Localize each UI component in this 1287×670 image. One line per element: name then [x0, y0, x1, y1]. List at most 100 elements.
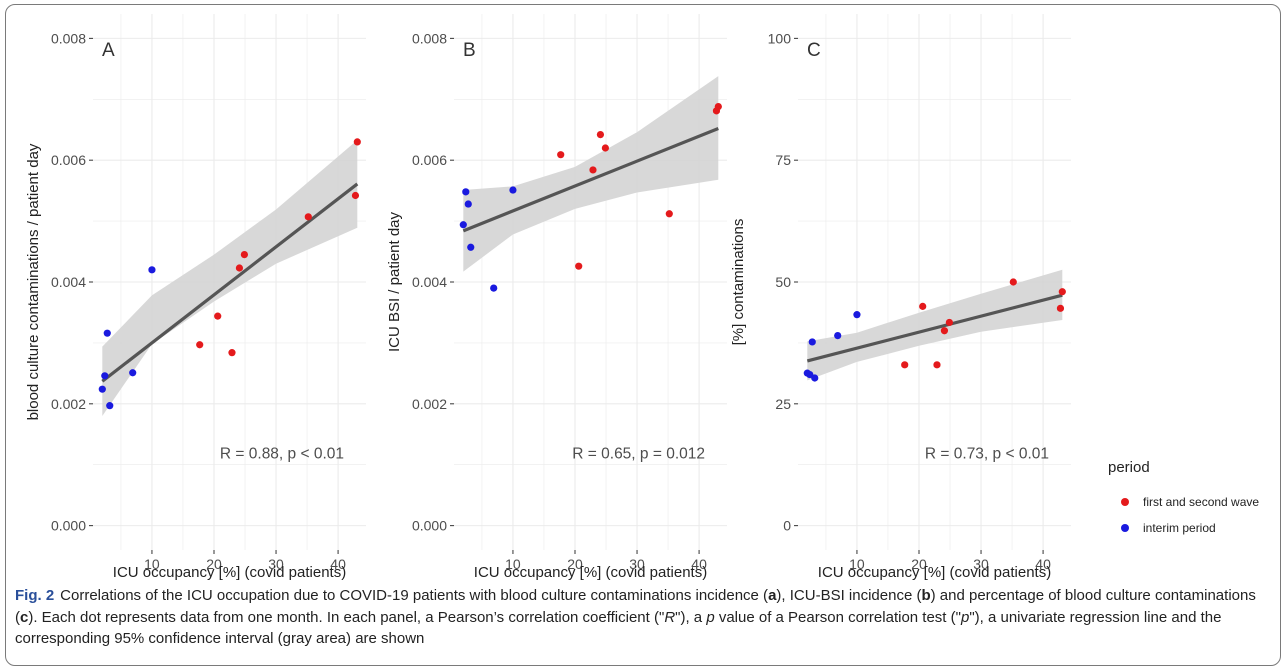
panel-c: C R = 0.73, p < 0.01 0 25 50 75 100 10 20 30 40ICU… — [730, 14, 1071, 581]
data-point-first-and-second-wave — [575, 262, 583, 270]
data-point-first-and-second-wave — [1009, 278, 1017, 286]
x-tick-label: 30 — [973, 556, 989, 572]
y-tick-label: 0.004 — [51, 274, 86, 290]
y-tick-label: 0.006 — [412, 152, 447, 168]
caption-run: ) and percentage of blood culture contam… — [15, 587, 1256, 626]
data-point-first-and-second-wave — [901, 361, 909, 369]
data-point-first-and-second-wave — [596, 131, 605, 139]
y-tick-label: 0.008 — [51, 30, 86, 46]
data-point-first-and-second-wave — [1056, 304, 1065, 312]
y-tick-label: 75 — [775, 152, 791, 168]
panel-b: B R = 0.65, p = 0.012 0.000 0.002 0.004 0.006… — [386, 14, 727, 581]
y-tick-label: 0 — [783, 518, 791, 534]
data-point-interim-period — [490, 284, 498, 292]
data-point-first-and-second-wave — [1058, 288, 1066, 296]
y-axis-label: blood culture contaminations / patient d… — [25, 143, 42, 420]
data-point-interim-period — [462, 188, 470, 196]
data-point-interim-period — [101, 372, 109, 380]
panel-letter: B — [463, 40, 476, 61]
y-axis-label: ICU BSI / patient day — [386, 211, 403, 352]
x-axis-label: ICU occupancy [%] (covid patients) — [113, 564, 346, 581]
legend-key-interim-period — [1121, 524, 1129, 532]
y-tick-label: 25 — [775, 396, 791, 412]
caption-run: c — [20, 608, 29, 626]
confidence-band — [463, 76, 719, 272]
y-tick-label: 0.008 — [412, 30, 447, 46]
figure-chart-area: period first and second wave interim per… — [25, 14, 1259, 581]
figure-caption-text: Correlations of the ICU occupation due t… — [15, 587, 1256, 647]
data-point-interim-period — [129, 369, 137, 377]
regression-line — [462, 127, 719, 233]
data-point-interim-period — [811, 374, 819, 382]
figure-caption: Fig. 2 Correlations of the ICU occupation… — [15, 585, 1277, 650]
caption-run: "), a — [675, 608, 707, 626]
data-point-first-and-second-wave — [240, 250, 248, 259]
caption-run: ), ICU-BSI incidence ( — [776, 587, 922, 604]
x-tick-label: 20 — [206, 556, 222, 572]
panel-a: A R = 0.88, p < 0.01 0.000 0.002 0.004 0.006 0… — [25, 14, 366, 581]
x-tick-label: 40 — [1035, 556, 1051, 572]
data-point-first-and-second-wave — [196, 341, 204, 349]
data-point-interim-period — [467, 243, 475, 251]
x-tick-label: 20 — [911, 556, 927, 572]
y-tick-label: 0.004 — [412, 274, 447, 290]
confidence-band — [807, 269, 1063, 381]
data-point-first-and-second-wave — [665, 210, 673, 218]
caption-run: p — [706, 608, 715, 626]
legend: period first and second wave interim per… — [1108, 459, 1259, 535]
y-tick-label: 50 — [775, 274, 791, 290]
data-point-interim-period — [509, 186, 517, 194]
data-point-first-and-second-wave — [601, 144, 609, 152]
x-tick-label: 10 — [144, 556, 160, 572]
x-axis-label: ICU occupancy [%] (covid patients) — [474, 564, 707, 581]
data-point-interim-period — [459, 221, 467, 229]
x-axis-label: ICU occupancy [%] (covid patients) — [818, 564, 1051, 581]
y-tick-label: 0.002 — [51, 396, 86, 412]
data-point-interim-period — [106, 402, 114, 410]
data-point-first-and-second-wave — [714, 102, 722, 111]
correlation-annotation: R = 0.88, p < 0.01 — [220, 445, 344, 462]
data-point-interim-period — [834, 332, 842, 340]
caption-run: R — [664, 608, 676, 626]
caption-run: a — [768, 587, 777, 604]
caption-run: p — [960, 608, 970, 626]
y-tick-label: 0.006 — [51, 152, 86, 168]
confidence-band — [102, 140, 358, 416]
data-point-interim-period — [464, 200, 472, 208]
data-point-first-and-second-wave — [557, 151, 565, 159]
caption-run: Correlations of the ICU occupation due t… — [60, 587, 769, 604]
caption-run: "), a univariate regression line and the… — [15, 608, 1222, 648]
legend-key-first-and-second-wave — [1121, 498, 1129, 506]
data-point-first-and-second-wave — [919, 302, 927, 310]
figure-label: Fig. 2 — [15, 587, 55, 604]
data-point-first-and-second-wave — [945, 318, 953, 327]
correlation-annotation: R = 0.65, p = 0.012 — [572, 445, 705, 462]
x-tick-label: 40 — [330, 556, 346, 572]
x-tick-label: 30 — [629, 556, 645, 572]
data-point-first-and-second-wave — [351, 191, 360, 200]
data-point-interim-period — [98, 385, 106, 393]
y-tick-label: 100 — [768, 30, 792, 46]
panel-letter: A — [102, 40, 115, 61]
y-tick-label: 0.000 — [51, 518, 86, 534]
x-tick-label: 20 — [567, 556, 583, 572]
data-point-interim-period — [853, 311, 861, 319]
data-point-first-and-second-wave — [235, 264, 244, 272]
y-axis-label: [%] contaminations — [730, 219, 747, 346]
y-tick-label: 0.002 — [412, 396, 447, 412]
data-point-first-and-second-wave — [933, 361, 941, 369]
data-point-interim-period — [103, 329, 111, 337]
legend-label-first-and-second-wave: first and second wave — [1143, 495, 1259, 509]
x-tick-label: 40 — [691, 556, 707, 572]
x-tick-label: 10 — [505, 556, 521, 572]
x-tick-label: 10 — [849, 556, 865, 572]
data-point-first-and-second-wave — [214, 312, 222, 320]
legend-label-interim-period: interim period — [1143, 521, 1216, 535]
y-tick-label: 0.000 — [412, 518, 447, 534]
caption-run: b — [921, 587, 931, 604]
panel-letter: C — [807, 40, 821, 61]
data-point-first-and-second-wave — [353, 138, 361, 146]
caption-run: value of a Pearson correlation test (" — [714, 608, 961, 626]
data-point-first-and-second-wave — [940, 327, 949, 335]
regression-line — [101, 182, 359, 383]
